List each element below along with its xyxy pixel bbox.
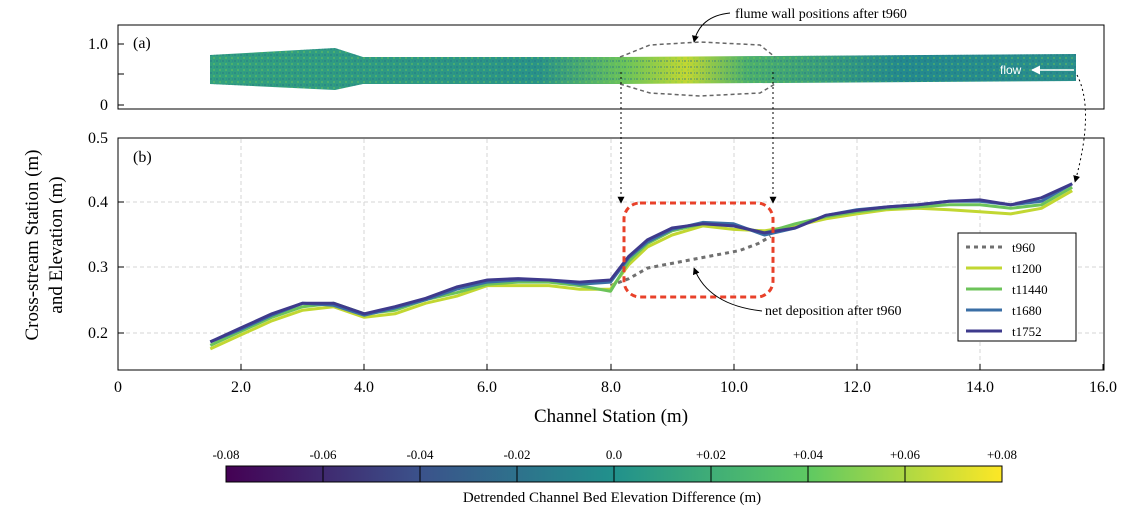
flume-bed-texture xyxy=(210,48,1076,90)
connector-arrow-right xyxy=(1073,74,1087,183)
panel-a-yticks: 0 1.0 xyxy=(88,36,124,114)
colorbar-tick-labels: -0.08 -0.06 -0.04 -0.02 0.0 +0.02 +0.04 +0.06 +0… xyxy=(212,447,1017,462)
xtick-label: 8.0 xyxy=(601,379,621,396)
deposition-highlight-box xyxy=(622,201,775,299)
panel-b-ytick-label: 0.4 xyxy=(88,194,108,211)
colorbar-tick-label: +0.04 xyxy=(793,447,824,462)
colorbar: -0.08 -0.06 -0.04 -0.02 0.0 +0.02 +0.04 +0.06 +0… xyxy=(212,447,1017,506)
xtick-label: 4.0 xyxy=(354,379,374,396)
panel-b: (b) 0.2 0.3 0.4 0.5 0 2.0 4.0 6.0 8.0 xyxy=(88,130,1117,396)
colorbar-tick-label: -0.04 xyxy=(406,447,434,462)
connector-arrows xyxy=(617,72,1087,204)
panel-b-yticks: 0.2 0.3 0.4 0.5 xyxy=(88,130,124,342)
wall-annotation-arrow xyxy=(692,12,731,43)
series-line-t960 xyxy=(609,235,772,288)
deposition-annotation: net deposition after t960 xyxy=(765,304,901,319)
legend-label-t1200: t1200 xyxy=(1012,261,1042,276)
panel-b-label: (b) xyxy=(133,149,152,166)
colorbar-tick-label: 0.0 xyxy=(606,447,622,462)
panel-b-ytick-label: 0.5 xyxy=(88,130,108,147)
wall-annotation: flume wall positions after t960 xyxy=(735,7,907,22)
legend-label-t1680: t1680 xyxy=(1012,303,1042,318)
flume-wall-upper xyxy=(619,41,776,58)
flume-wall-lower xyxy=(619,83,776,97)
legend: t960 t1200 t11440 t1680 t1752 xyxy=(957,232,1077,342)
xtick-label: 14.0 xyxy=(966,379,994,396)
colorbar-label: Detrended Channel Bed Elevation Differen… xyxy=(463,490,761,506)
panel-b-grid xyxy=(119,139,1103,369)
x-axis-title: Channel Station (m) xyxy=(534,406,688,427)
y-axis-title-line1: Cross-stream Station (m) xyxy=(22,149,43,340)
colorbar-tick-label: -0.02 xyxy=(503,447,530,462)
panel-a-flume xyxy=(210,41,1076,97)
flow-label: flow xyxy=(1000,63,1022,77)
panel-a-ytick-label: 0 xyxy=(100,97,108,114)
colorbar-tick-label: -0.08 xyxy=(212,447,239,462)
panel-a: (a) 0 1.0 flume wall positions after t96… xyxy=(88,7,1105,114)
colorbar-tick-label: -0.06 xyxy=(309,447,337,462)
xtick-label: 12.0 xyxy=(843,379,871,396)
legend-label-t960: t960 xyxy=(1012,240,1035,255)
panel-a-ytick-label: 1.0 xyxy=(88,36,108,53)
colorbar-dividers xyxy=(322,466,906,482)
series-line-t1200 xyxy=(209,189,1073,351)
panel-b-ytick-label: 0.2 xyxy=(88,325,108,342)
xtick-label: 0 xyxy=(114,379,122,396)
colorbar-tick-label: +0.06 xyxy=(890,447,921,462)
y-axis-title-line2: and Elevation (m) xyxy=(46,176,67,313)
deposition-annotation-arrow xyxy=(692,267,763,312)
series-layer xyxy=(209,182,1073,351)
xtick-label: 6.0 xyxy=(477,379,497,396)
legend-box xyxy=(957,232,1077,342)
panel-b-xticks: 0 2.0 4.0 6.0 8.0 10.0 12.0 14.0 16.0 xyxy=(114,364,1117,396)
legend-label-t1752: t1752 xyxy=(1012,324,1042,339)
xtick-label: 10.0 xyxy=(720,379,748,396)
xtick-label: 16.0 xyxy=(1089,379,1117,396)
series-line-t1752 xyxy=(209,182,1073,344)
xtick-label: 2.0 xyxy=(231,379,251,396)
panel-b-ytick-label: 0.3 xyxy=(88,259,108,276)
colorbar-tick-label: +0.08 xyxy=(987,447,1017,462)
panel-a-label: (a) xyxy=(133,35,151,52)
legend-label-t11440: t11440 xyxy=(1012,282,1048,297)
colorbar-tick-label: +0.02 xyxy=(696,447,726,462)
